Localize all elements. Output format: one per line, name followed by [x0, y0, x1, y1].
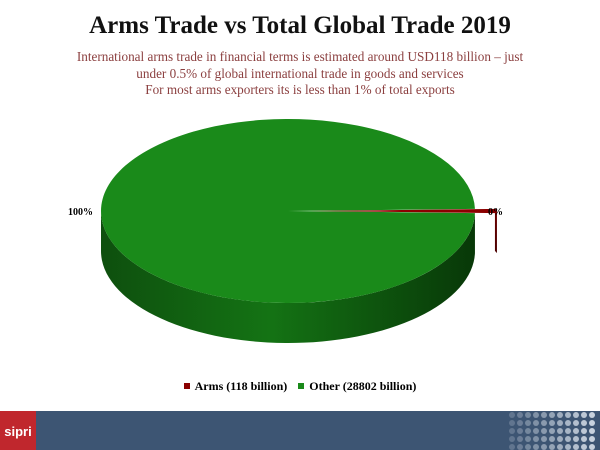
sipri-logo: sipri — [0, 411, 36, 450]
pattern-dot — [565, 412, 571, 418]
pattern-dot — [517, 436, 523, 442]
pattern-dot — [517, 412, 523, 418]
pattern-dot — [581, 412, 587, 418]
pattern-dot — [533, 436, 539, 442]
pattern-dot — [533, 444, 539, 450]
pattern-dot — [549, 428, 555, 434]
pattern-dot — [565, 436, 571, 442]
logo-text: sipri — [4, 424, 32, 439]
pattern-dot — [589, 420, 595, 426]
pattern-dot — [565, 428, 571, 434]
pattern-dot — [525, 428, 531, 434]
pattern-dot — [533, 428, 539, 434]
pattern-dot — [541, 436, 547, 442]
pattern-dot — [581, 420, 587, 426]
pattern-dot — [573, 412, 579, 418]
pattern-dot — [549, 420, 555, 426]
chart-legend: Arms (118 billion) Other (28802 billion) — [0, 379, 600, 394]
pattern-dot — [509, 420, 515, 426]
pattern-dot — [589, 428, 595, 434]
pattern-dot — [589, 436, 595, 442]
legend-swatch-other — [298, 383, 305, 389]
pattern-dot — [525, 420, 531, 426]
pattern-dot — [581, 436, 587, 442]
pattern-dot — [525, 436, 531, 442]
pattern-dot — [517, 428, 523, 434]
pattern-dot — [565, 444, 571, 450]
pattern-dot — [557, 420, 563, 426]
pattern-dot — [509, 436, 515, 442]
pie-slice-arms — [310, 208, 498, 214]
pattern-dot — [589, 444, 595, 450]
pattern-dot — [525, 412, 531, 418]
pattern-dot — [581, 428, 587, 434]
pattern-dot — [509, 428, 515, 434]
legend-label-arms: Arms (118 billion) — [194, 379, 288, 393]
legend-item-other: Other (28802 billion) — [298, 379, 416, 394]
pattern-dot — [557, 444, 563, 450]
pattern-dot — [509, 412, 515, 418]
pattern-dot — [525, 444, 531, 450]
pattern-dot — [557, 436, 563, 442]
pattern-dot — [549, 412, 555, 418]
pie-slice-arms-side — [494, 208, 497, 254]
pattern-dot — [533, 420, 539, 426]
pattern-dot — [541, 420, 547, 426]
data-label-other: 100% — [68, 207, 93, 218]
data-label-arms: 0% — [488, 207, 503, 218]
pattern-dot — [565, 420, 571, 426]
pattern-dot — [541, 428, 547, 434]
legend-item-arms: Arms (118 billion) — [183, 379, 288, 394]
pattern-dot — [557, 428, 563, 434]
subtitle-line-2: under 0.5% of global international trade… — [136, 65, 464, 81]
pattern-dot — [549, 444, 555, 450]
footer-bar: sipri — [0, 411, 600, 450]
dot-pattern-decoration — [509, 412, 595, 450]
pattern-dot — [533, 412, 539, 418]
subtitle-line-1: International arms trade in financial te… — [76, 49, 524, 64]
legend-label-other: Other (28802 billion) — [309, 379, 417, 393]
pattern-dot — [557, 412, 563, 418]
pattern-dot — [541, 444, 547, 450]
pattern-dot — [517, 444, 523, 450]
pattern-dot — [509, 444, 515, 450]
legend-swatch-arms — [183, 383, 190, 389]
pattern-dot — [541, 412, 547, 418]
chart-subtitle: International arms trade in financial te… — [40, 49, 560, 99]
pattern-dot — [573, 444, 579, 450]
pattern-dot — [549, 436, 555, 442]
pattern-dot — [581, 444, 587, 450]
pie-slice-other — [101, 118, 475, 303]
pattern-dot — [573, 420, 579, 426]
pattern-dot — [573, 436, 579, 442]
subtitle-line-3: For most arms exporters its is less than… — [145, 82, 455, 97]
chart-title: Arms Trade vs Total Global Trade 2019 — [89, 12, 511, 39]
pattern-dot — [517, 420, 523, 426]
pie-slice-other-side — [101, 211, 475, 343]
pattern-dot — [573, 428, 579, 434]
pattern-dot — [589, 412, 595, 418]
